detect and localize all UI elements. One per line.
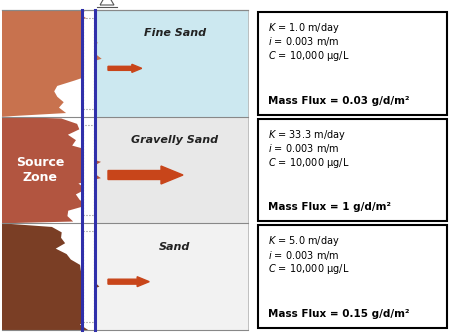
Bar <box>258 225 447 328</box>
Text: Sand: Sand <box>159 242 191 252</box>
Text: $\it{i}$ = 0.003 m/m: $\it{i}$ = 0.003 m/m <box>268 142 340 155</box>
Polygon shape <box>2 223 99 330</box>
Text: Mass Flux = 0.03 g/d/m²: Mass Flux = 0.03 g/d/m² <box>268 96 410 106</box>
Bar <box>83 231 94 322</box>
Polygon shape <box>2 117 101 223</box>
Text: $\it{C}$ = 10,000 μg/L: $\it{C}$ = 10,000 μg/L <box>268 49 350 63</box>
FancyArrow shape <box>108 166 183 184</box>
Text: Fine Sand: Fine Sand <box>144 28 206 39</box>
Text: Mass Flux = 1 g/d/m²: Mass Flux = 1 g/d/m² <box>268 202 391 212</box>
Text: Mass Flux = 0.15 g/d/m²: Mass Flux = 0.15 g/d/m² <box>268 309 410 319</box>
Bar <box>258 12 447 115</box>
Text: $\it{K}$ = 1.0 m/day: $\it{K}$ = 1.0 m/day <box>268 21 340 35</box>
FancyArrow shape <box>108 277 149 287</box>
Text: Mass Flux ($\bfit{J}$) = $\bfit{KiC}$: Mass Flux ($\bfit{J}$) = $\bfit{KiC}$ <box>275 0 424 2</box>
FancyArrow shape <box>108 64 142 72</box>
Text: $\it{i}$ = 0.003 m/m: $\it{i}$ = 0.003 m/m <box>268 36 340 49</box>
Bar <box>95 10 248 117</box>
Bar <box>258 119 447 221</box>
Bar <box>83 125 94 215</box>
Text: $\it{K}$ = 5.0 m/day: $\it{K}$ = 5.0 m/day <box>268 234 340 248</box>
Text: $\it{C}$ = 10,000 μg/L: $\it{C}$ = 10,000 μg/L <box>268 156 350 170</box>
Text: Gravelly Sand: Gravelly Sand <box>131 135 219 145</box>
Text: $\it{K}$ = 33.3 m/day: $\it{K}$ = 33.3 m/day <box>268 128 346 142</box>
Bar <box>95 117 248 223</box>
Polygon shape <box>2 10 102 117</box>
Bar <box>95 223 248 330</box>
Text: Source
Zone: Source Zone <box>16 156 64 184</box>
Text: $\it{C}$ = 10,000 μg/L: $\it{C}$ = 10,000 μg/L <box>268 262 350 276</box>
Text: $\it{i}$ = 0.003 m/m: $\it{i}$ = 0.003 m/m <box>268 249 340 262</box>
Bar <box>83 18 94 109</box>
